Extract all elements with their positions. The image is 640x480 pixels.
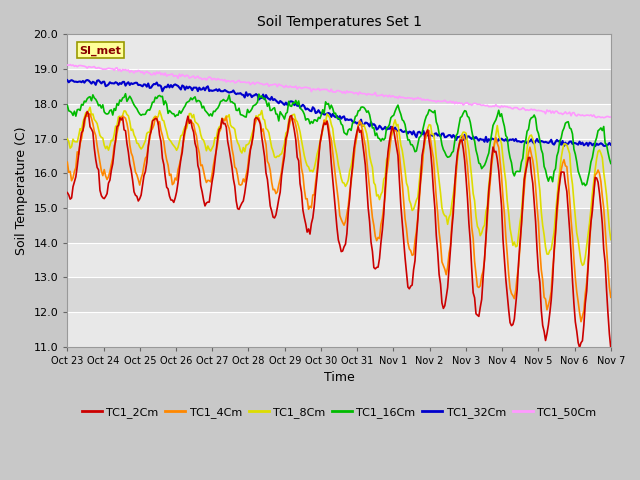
Y-axis label: Soil Temperature (C): Soil Temperature (C) [15, 126, 28, 255]
Title: Soil Temperatures Set 1: Soil Temperatures Set 1 [257, 15, 422, 29]
Bar [67, 312, 611, 347]
Legend: TC1_2Cm, TC1_4Cm, TC1_8Cm, TC1_16Cm, TC1_32Cm, TC1_50Cm: TC1_2Cm, TC1_4Cm, TC1_8Cm, TC1_16Cm, TC1… [77, 403, 601, 422]
Bar [67, 139, 611, 173]
Bar [67, 277, 611, 312]
Bar [67, 208, 611, 243]
Bar [67, 69, 611, 104]
Text: SI_met: SI_met [79, 45, 121, 56]
Bar [67, 104, 611, 139]
Bar [67, 173, 611, 208]
Bar [67, 243, 611, 277]
X-axis label: Time: Time [324, 372, 355, 384]
Bar [67, 35, 611, 69]
